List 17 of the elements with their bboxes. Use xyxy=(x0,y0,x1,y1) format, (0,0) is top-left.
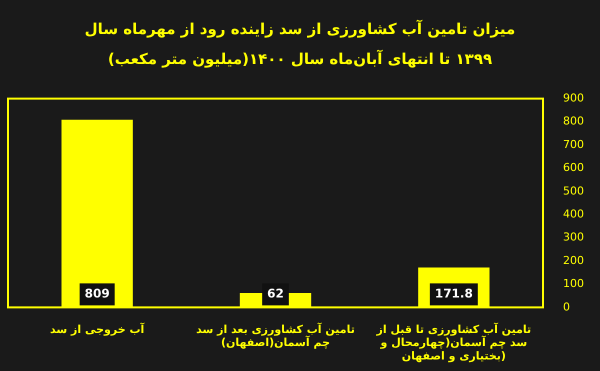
x-tick-label: آب خروجی از سد xyxy=(50,322,145,336)
y-tick-label: 300 xyxy=(563,230,584,244)
y-tick-label: 200 xyxy=(563,254,584,267)
y-tick-label: 800 xyxy=(563,114,584,128)
y-tick-label: 700 xyxy=(563,138,584,151)
data-label: 809 xyxy=(84,286,110,301)
chart-title: میزان تامین آب کشاورزی از سد زاینده رود از مهرماه سال ۱۳۹۹ تا انتهای آبان‌ماه سال ۱۴۰۰(میلیون متر مکعب) xyxy=(84,18,516,70)
y-tick-label: 400 xyxy=(563,207,584,220)
x-tick-label: تامین آب کشاورزی تا قبل از سد چم آسمان(چهارمحال و بختیاری و اصفهان) xyxy=(376,322,532,362)
data-label: 171.8 xyxy=(434,286,473,301)
y-tick-label: 600 xyxy=(563,161,584,174)
x-tick-label: تامین آب کشاورزی بعد از سد چم آسمان(اصفهان) xyxy=(196,322,355,350)
y-tick-label: 500 xyxy=(563,184,584,198)
y-tick-label: 0 xyxy=(563,300,570,314)
y-tick-label: 900 xyxy=(563,91,584,104)
data-label: 62 xyxy=(267,286,284,301)
y-tick-label: 100 xyxy=(563,277,584,290)
